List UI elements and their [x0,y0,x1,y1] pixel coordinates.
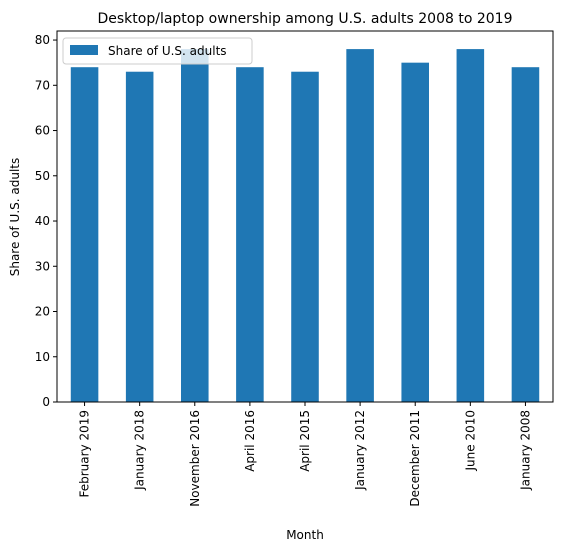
y-tick-label: 60 [35,124,50,138]
bar [70,67,99,402]
x-tick-label: January 2008 [518,410,532,491]
y-tick-label: 40 [35,214,50,228]
legend-label: Share of U.S. adults [108,44,227,58]
y-tick-label: 0 [42,395,50,409]
bar [511,67,540,402]
y-tick-label: 30 [35,259,50,273]
plot-frame [56,30,554,403]
y-tick-label: 10 [35,350,50,364]
y-tick-label: 50 [35,169,50,183]
legend: Share of U.S. adults [62,37,253,65]
bar [236,67,264,402]
bar [291,71,319,402]
x-tick-label: November 2016 [188,410,202,507]
x-axis: February 2019 January 2018 November 2016 Ap… [78,402,532,507]
x-tick-label: June 2010 [463,410,477,472]
y-axis-label: Share of U.S. adults [8,158,22,277]
bar [456,49,485,402]
x-tick-label: January 2018 [133,410,147,491]
bar [181,49,209,402]
bar [125,71,154,402]
bar [346,49,374,402]
y-tick-label: 80 [35,33,50,47]
x-tick-label: February 2019 [78,410,92,498]
x-tick-label: April 2015 [298,410,312,472]
legend-frame [62,37,253,65]
bar [401,62,429,403]
y-tick-label: 20 [35,305,50,319]
bars-layer [70,49,540,403]
x-tick-label: January 2012 [353,410,367,491]
x-tick-label: April 2016 [243,410,257,472]
x-axis-label: Month [286,528,324,542]
x-tick-label: December 2011 [408,410,422,507]
legend-swatch [70,45,98,55]
y-tick-label: 70 [35,78,50,92]
chart-title: Desktop/laptop ownership among U.S. adul… [97,11,512,27]
y-axis: 0 10 20 30 40 50 60 70 80 [35,33,57,409]
